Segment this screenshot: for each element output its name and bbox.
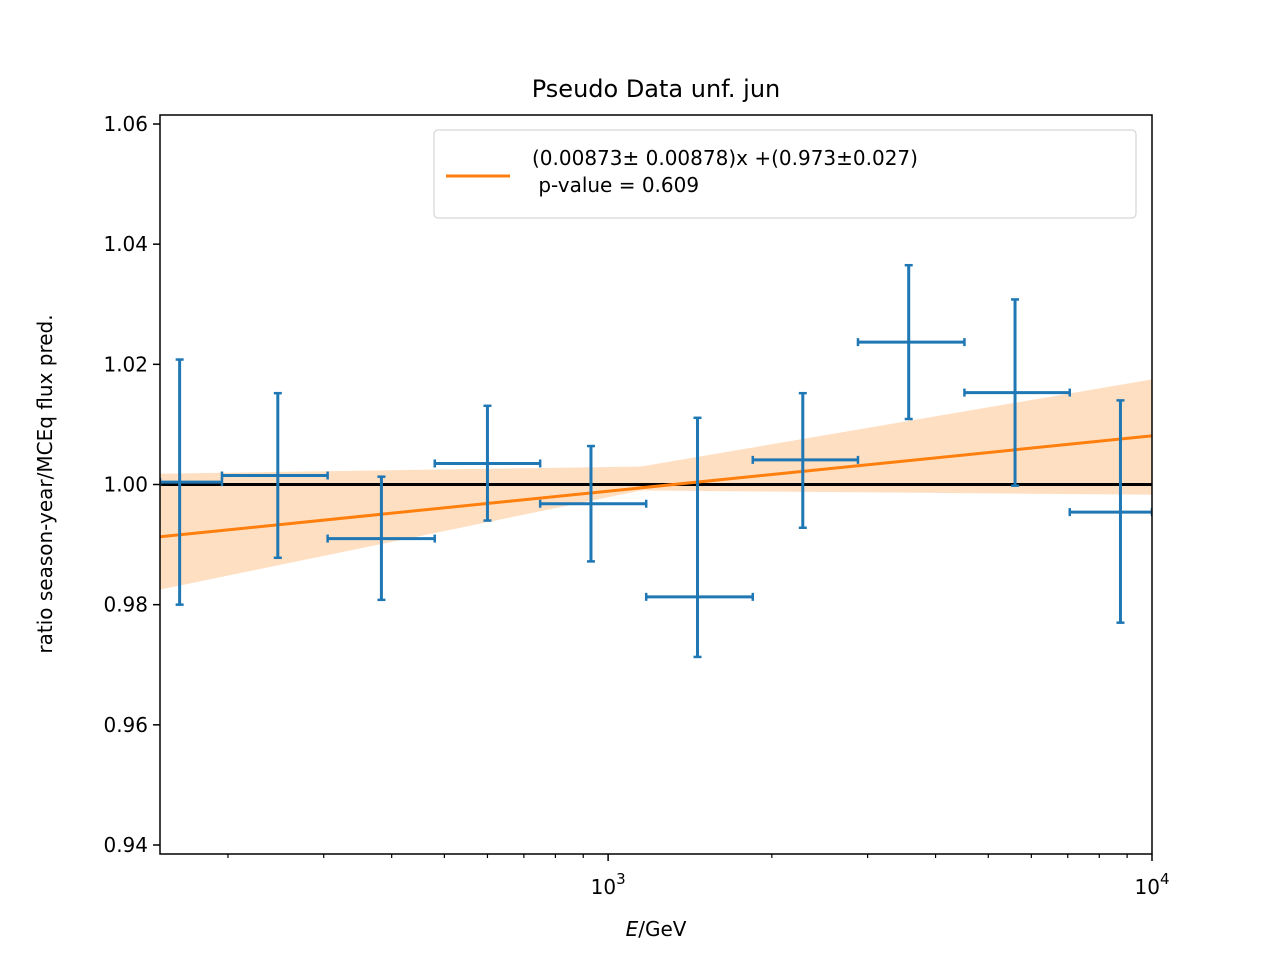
y-axis-label: ratio season-year/MCEq flux pred. bbox=[33, 314, 57, 653]
y-tick-label: 1.04 bbox=[103, 232, 148, 256]
data-point-3 bbox=[326, 475, 436, 602]
x-tick-label-exponent: 4 bbox=[1160, 870, 1170, 888]
legend-box bbox=[433, 129, 1137, 219]
x-tick-label: 103 bbox=[591, 870, 626, 899]
y-tick-label: 1.00 bbox=[103, 473, 148, 497]
x-tick-label-base: 10 bbox=[591, 875, 616, 899]
x-axis-ticks: 103 104 bbox=[227, 854, 1170, 899]
y-tick-label: 0.98 bbox=[103, 593, 148, 617]
y-tick-label: 1.06 bbox=[103, 112, 148, 136]
data-point-2 bbox=[220, 391, 329, 560]
y-axis-ticks: 0.94 0.96 0.98 1.00 1.02 1.04 1.06 bbox=[103, 112, 160, 857]
data-point-7 bbox=[751, 391, 860, 530]
x-axis-label: E/GeV bbox=[626, 917, 687, 941]
data-point-6 bbox=[644, 416, 755, 659]
data-point-4 bbox=[433, 404, 542, 522]
data-point-9 bbox=[963, 298, 1072, 487]
data-point-10 bbox=[1068, 399, 1152, 624]
legend-label-fit: (0.00873± 0.00878)x +(0.973±0.027) p-val… bbox=[532, 146, 918, 197]
fit-line bbox=[160, 434, 1152, 539]
x-tick-label-exponent: 3 bbox=[616, 870, 626, 888]
chart-title: Pseudo Data unf. jun bbox=[532, 75, 780, 103]
data-point-5 bbox=[538, 444, 648, 563]
errorbar-layer bbox=[160, 263, 1152, 659]
legend-label-fit-line1: (0.00873± 0.00878)x +(0.973±0.027) bbox=[532, 146, 918, 170]
y-tick-label: 1.02 bbox=[103, 352, 148, 376]
y-tick-label: 0.96 bbox=[103, 713, 148, 737]
legend-label-fit-line2: p-value = 0.609 bbox=[532, 173, 699, 197]
fit-line-layer bbox=[160, 434, 1152, 539]
data-point-8 bbox=[856, 263, 966, 421]
x-axis-label-symbol: E bbox=[626, 917, 639, 941]
x-tick-label-base: 10 bbox=[1135, 875, 1160, 899]
legend: (0.00873± 0.00878)x +(0.973±0.027) p-val… bbox=[433, 129, 1137, 219]
x-axis-label-unit: /GeV bbox=[638, 917, 687, 941]
x-tick-label: 104 bbox=[1135, 870, 1170, 899]
y-tick-label: 0.94 bbox=[103, 833, 148, 857]
